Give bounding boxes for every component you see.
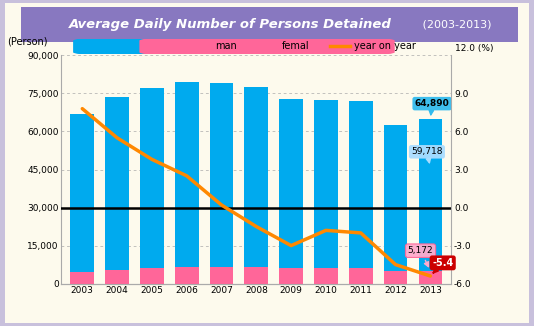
Bar [175, 267, 199, 284]
Bar [140, 88, 164, 284]
Bar [175, 82, 199, 284]
Bar [384, 125, 407, 284]
Text: 5,172: 5,172 [408, 246, 434, 267]
FancyBboxPatch shape [139, 36, 395, 57]
Bar [245, 267, 268, 284]
Bar [245, 87, 268, 284]
Bar [314, 100, 338, 284]
Bar [140, 268, 164, 284]
Bar [105, 97, 129, 284]
Text: Average Daily Number of Persons Detained: Average Daily Number of Persons Detained [68, 18, 391, 31]
Bar [384, 272, 407, 284]
Bar [210, 267, 233, 284]
Bar [349, 268, 373, 284]
Bar [314, 268, 338, 284]
Bar [210, 83, 233, 284]
Bar [349, 101, 373, 284]
Text: (2003-2013): (2003-2013) [419, 20, 491, 29]
Bar [70, 114, 94, 284]
Bar [70, 272, 94, 284]
Bar [419, 271, 442, 284]
Bar [419, 119, 442, 284]
Text: 64,890: 64,890 [415, 99, 450, 115]
Text: man: man [215, 41, 237, 52]
Text: femal: femal [281, 41, 309, 52]
Bar [279, 268, 303, 284]
FancyBboxPatch shape [73, 36, 328, 57]
Bar [279, 98, 303, 284]
Text: 59,718: 59,718 [411, 147, 443, 163]
FancyBboxPatch shape [0, 5, 534, 44]
Text: 12.0 (%): 12.0 (%) [455, 44, 493, 53]
Bar [105, 270, 129, 284]
Text: year on year: year on year [354, 41, 415, 52]
Text: (Person): (Person) [7, 36, 48, 46]
Text: -5.4: -5.4 [432, 258, 453, 273]
